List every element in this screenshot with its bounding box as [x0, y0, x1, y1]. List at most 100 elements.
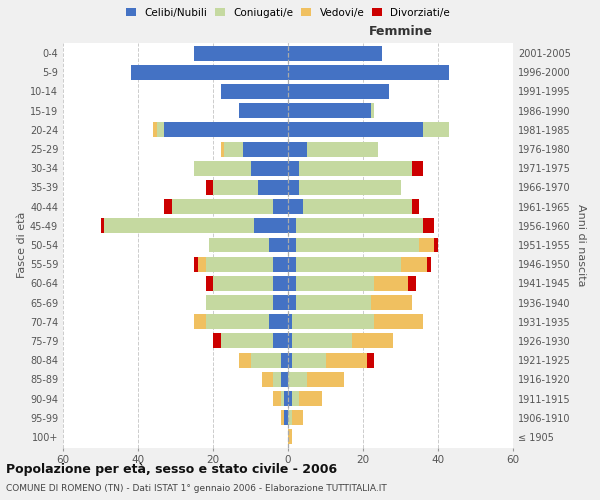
- Bar: [296, 276, 374, 291]
- Bar: [273, 372, 281, 387]
- Bar: [269, 314, 288, 330]
- Text: COMUNE DI ROMENO (TN) - Dati ISTAT 1° gennaio 2006 - Elaborazione TUTTITALIA.IT: COMUNE DI ROMENO (TN) - Dati ISTAT 1° ge…: [6, 484, 387, 493]
- Bar: [205, 256, 273, 272]
- Bar: [288, 103, 371, 118]
- Bar: [284, 410, 288, 425]
- Bar: [254, 218, 288, 234]
- Bar: [221, 334, 273, 348]
- Bar: [419, 238, 434, 252]
- Bar: [205, 180, 213, 195]
- Bar: [164, 199, 172, 214]
- Bar: [269, 238, 288, 252]
- Bar: [205, 276, 213, 291]
- Bar: [288, 391, 292, 406]
- Bar: [374, 276, 408, 291]
- Text: Popolazione per età, sesso e stato civile - 2006: Popolazione per età, sesso e stato civil…: [6, 462, 337, 475]
- Bar: [288, 160, 299, 176]
- Bar: [281, 372, 288, 387]
- Bar: [172, 199, 273, 214]
- Bar: [104, 218, 254, 234]
- Bar: [371, 103, 374, 118]
- Bar: [239, 352, 251, 368]
- Bar: [273, 256, 288, 272]
- Bar: [408, 276, 415, 291]
- Bar: [292, 352, 325, 368]
- Bar: [292, 314, 374, 330]
- Bar: [307, 142, 378, 156]
- Bar: [292, 391, 299, 406]
- Bar: [288, 84, 389, 99]
- Bar: [251, 160, 288, 176]
- Bar: [288, 334, 292, 348]
- Bar: [307, 372, 344, 387]
- Bar: [288, 410, 292, 425]
- Bar: [367, 352, 374, 368]
- Bar: [221, 84, 288, 99]
- Bar: [281, 410, 284, 425]
- Bar: [288, 122, 423, 138]
- Bar: [205, 314, 269, 330]
- Bar: [288, 276, 296, 291]
- Bar: [325, 352, 367, 368]
- Bar: [288, 180, 299, 195]
- Bar: [296, 218, 423, 234]
- Bar: [288, 218, 296, 234]
- Bar: [288, 295, 296, 310]
- Bar: [101, 218, 104, 234]
- Legend: Celibi/Nubili, Coniugati/e, Vedovi/e, Divorziati/e: Celibi/Nubili, Coniugati/e, Vedovi/e, Di…: [126, 8, 450, 18]
- Bar: [243, 142, 288, 156]
- Bar: [194, 46, 288, 60]
- Bar: [352, 334, 393, 348]
- Bar: [273, 334, 288, 348]
- Bar: [281, 352, 288, 368]
- Bar: [284, 391, 288, 406]
- Bar: [262, 372, 273, 387]
- Bar: [292, 334, 352, 348]
- Bar: [258, 180, 288, 195]
- Bar: [296, 295, 371, 310]
- Bar: [273, 295, 288, 310]
- Y-axis label: Anni di nascita: Anni di nascita: [576, 204, 586, 286]
- Bar: [153, 122, 157, 138]
- Bar: [131, 65, 288, 80]
- Bar: [427, 256, 431, 272]
- Bar: [288, 142, 307, 156]
- Bar: [273, 199, 288, 214]
- Bar: [288, 314, 292, 330]
- Bar: [224, 142, 243, 156]
- Bar: [205, 295, 273, 310]
- Bar: [194, 314, 205, 330]
- Bar: [374, 314, 423, 330]
- Bar: [299, 391, 322, 406]
- Bar: [303, 199, 412, 214]
- Bar: [412, 160, 423, 176]
- Bar: [296, 238, 419, 252]
- Bar: [288, 65, 449, 80]
- Text: Femmine: Femmine: [368, 26, 433, 38]
- Bar: [281, 391, 284, 406]
- Bar: [157, 122, 164, 138]
- Bar: [288, 46, 382, 60]
- Bar: [273, 391, 281, 406]
- Bar: [401, 256, 427, 272]
- Bar: [209, 238, 269, 252]
- Bar: [213, 180, 258, 195]
- Bar: [194, 160, 251, 176]
- Bar: [213, 276, 273, 291]
- Bar: [194, 256, 198, 272]
- Bar: [292, 410, 303, 425]
- Bar: [288, 256, 296, 272]
- Bar: [239, 103, 288, 118]
- Bar: [251, 352, 281, 368]
- Bar: [371, 295, 412, 310]
- Bar: [299, 180, 401, 195]
- Bar: [288, 199, 303, 214]
- Bar: [288, 352, 292, 368]
- Bar: [423, 122, 449, 138]
- Bar: [299, 160, 412, 176]
- Bar: [198, 256, 205, 272]
- Bar: [288, 238, 296, 252]
- Bar: [273, 276, 288, 291]
- Bar: [412, 199, 419, 214]
- Bar: [221, 142, 224, 156]
